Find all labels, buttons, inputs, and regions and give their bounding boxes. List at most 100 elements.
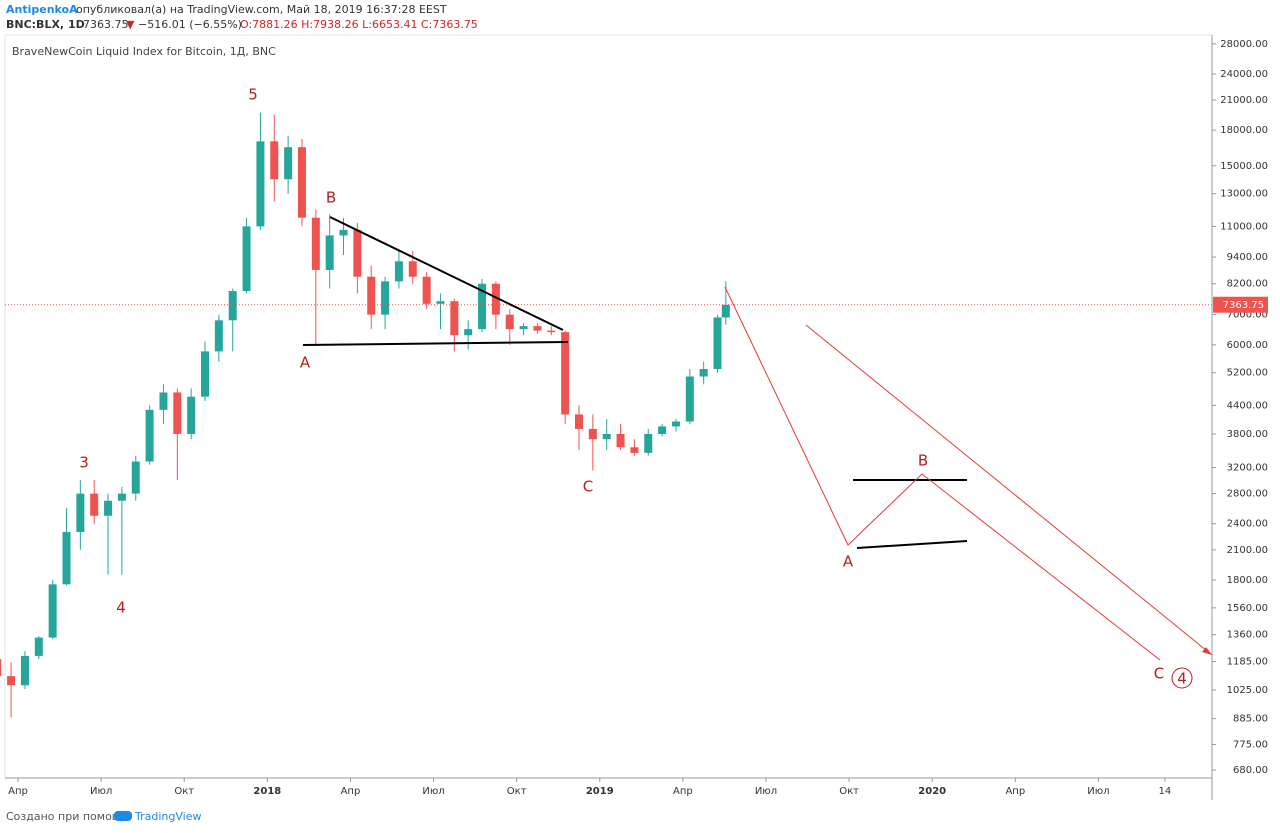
- last-price-tag: [1213, 296, 1268, 313]
- candle-body: [699, 368, 708, 377]
- x-tick-label: Июл: [1087, 786, 1109, 797]
- candle-body: [325, 235, 334, 270]
- candle-body: [588, 428, 597, 440]
- y-tick-label: 2800.00: [1227, 489, 1268, 500]
- candle-body: [671, 421, 680, 427]
- candle-body: [187, 396, 196, 434]
- y-tick-label: 6000.00: [1227, 340, 1268, 351]
- y-tick-label: 24000.00: [1220, 69, 1268, 80]
- candle-body: [284, 147, 293, 180]
- candle-body: [256, 141, 265, 227]
- candle-body: [145, 409, 154, 462]
- candle-body: [491, 283, 500, 315]
- candle-body: [547, 330, 556, 333]
- author[interactable]: AntipenkoA: [6, 3, 78, 16]
- candle-body: [602, 433, 611, 440]
- wave-label: A: [300, 354, 311, 372]
- candle-body: [311, 217, 320, 270]
- candle-body: [408, 261, 417, 277]
- candle-body: [464, 329, 473, 336]
- candle-body: [270, 141, 279, 180]
- footer-text: Создано при помощи: [6, 810, 129, 823]
- symbol: BNC:BLX, 1D: [6, 18, 85, 31]
- candle-body: [353, 229, 362, 277]
- x-tick-label: 2019: [586, 786, 614, 797]
- candle-body: [131, 461, 140, 494]
- y-tick-label: 4400.00: [1227, 400, 1268, 411]
- x-tick-label: 2018: [253, 786, 281, 797]
- candle-body: [117, 493, 126, 501]
- candle-body: [519, 326, 528, 330]
- y-tick-label: 885.00: [1233, 714, 1268, 725]
- candle-body: [104, 500, 113, 516]
- y-tick-label: 1185.00: [1227, 657, 1268, 668]
- drawings: [302, 216, 1213, 689]
- trend-line: [856, 540, 968, 549]
- y-tick-label: 1360.00: [1227, 630, 1268, 641]
- wave-label: C: [583, 478, 593, 496]
- y-tick-label: 1800.00: [1227, 575, 1268, 586]
- candle-body: [367, 276, 376, 315]
- candle-body: [616, 433, 625, 448]
- candle-body: [20, 655, 29, 686]
- wave-label: B: [326, 189, 336, 207]
- candle-body: [630, 447, 639, 453]
- candle-body: [436, 301, 445, 304]
- y-tick-label: 680.00: [1233, 765, 1268, 776]
- arrow-head: [1202, 647, 1212, 655]
- y-tick-label: 2400.00: [1227, 519, 1268, 530]
- candle-body: [478, 283, 487, 330]
- ohlc: O:7881.26 H:7938.26 L:6653.41 C:7363.75: [240, 18, 478, 31]
- wave-label: B: [918, 452, 928, 470]
- candle-body: [34, 637, 43, 656]
- y-tick-label: 1025.00: [1227, 685, 1268, 696]
- candle-body: [381, 281, 390, 315]
- y-tick-label: 3200.00: [1227, 463, 1268, 474]
- x-tick-label: Апр: [1005, 786, 1025, 797]
- y-tick-label: 3800.00: [1227, 429, 1268, 440]
- x-tick-label: Июл: [90, 786, 112, 797]
- candle-body: [505, 314, 514, 330]
- last-price-text: 7363.75: [83, 18, 129, 31]
- candle-body: [713, 317, 722, 369]
- candle-body: [721, 304, 730, 318]
- y-tick-label: 15000.00: [1220, 161, 1268, 172]
- arrow: ▼: [126, 18, 135, 31]
- x-tick-label: Апр: [341, 786, 361, 797]
- y-tick-label: 1560.00: [1227, 603, 1268, 614]
- y-tick-label: 18000.00: [1220, 125, 1268, 136]
- candle-body: [228, 291, 237, 321]
- chart-title: BraveNewCoin Liquid Index for Bitcoin, 1…: [12, 45, 276, 58]
- y-tick-label: 9400.00: [1227, 252, 1268, 263]
- candle-body: [297, 147, 306, 218]
- y-tick-label: 7000.00: [1227, 310, 1268, 321]
- y-tick-label: 775.00: [1233, 740, 1268, 751]
- candle-body: [159, 392, 168, 410]
- candle-body: [533, 326, 542, 331]
- candle-body: [561, 332, 570, 415]
- y-tick-label: 8200.00: [1227, 279, 1268, 290]
- published: опубликовал(а) на TradingView.com, Май 1…: [76, 3, 447, 16]
- footer-brand[interactable]: TradingView: [134, 810, 201, 823]
- candle-body: [339, 229, 348, 236]
- x-tick-label: Апр: [673, 786, 693, 797]
- candle-body: [7, 676, 16, 686]
- candle-body: [76, 493, 85, 533]
- y-tick-label: 28000.00: [1220, 39, 1268, 50]
- candle-body: [90, 493, 99, 516]
- candle-body: [422, 276, 431, 304]
- candle-body: [62, 532, 71, 585]
- wave-label: 5: [248, 86, 258, 104]
- trend-line: [329, 216, 564, 331]
- candle-body: [574, 414, 583, 429]
- x-tick-label: Окт: [507, 786, 527, 797]
- candle-body: [394, 261, 403, 282]
- y-tick-label: 21000.00: [1220, 95, 1268, 106]
- x-tick-label: Июл: [422, 786, 444, 797]
- candle-body: [201, 351, 210, 397]
- trend-line: [302, 341, 569, 346]
- candle-body: [214, 320, 223, 352]
- wave-label: 4: [116, 599, 126, 617]
